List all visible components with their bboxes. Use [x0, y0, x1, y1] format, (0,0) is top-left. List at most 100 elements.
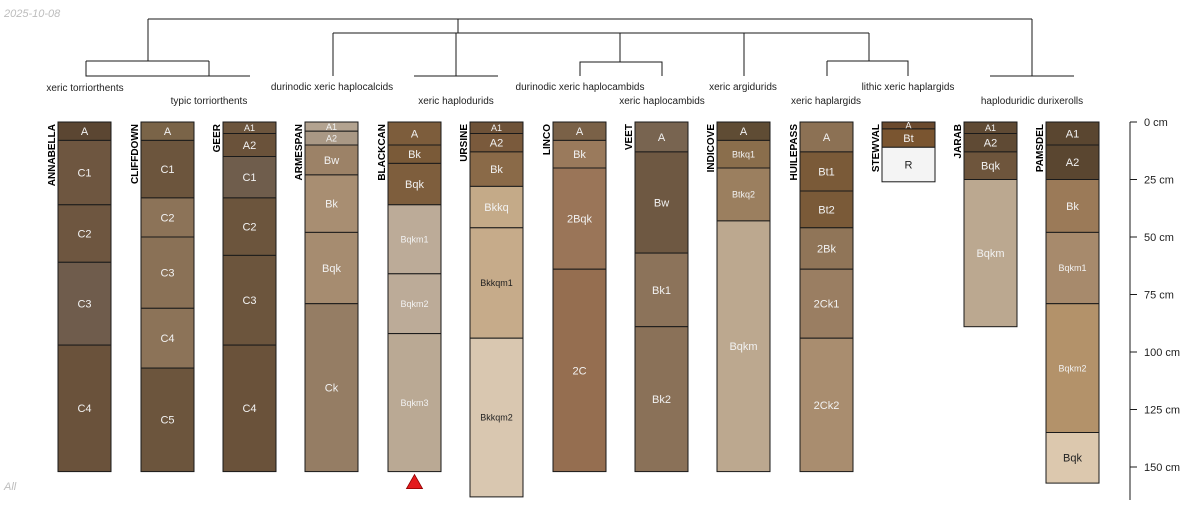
horizon-label: A — [411, 128, 419, 140]
horizon-label: A — [576, 126, 584, 138]
horizon-block — [387, 204, 442, 275]
horizon-label: A1 — [326, 122, 337, 132]
profile-name: ARMESPAN — [294, 124, 305, 180]
depth-axis-label: 50 cm — [1144, 232, 1174, 244]
horizon-block — [57, 344, 112, 473]
horizon-label: Bqk — [981, 161, 1000, 173]
horizon-block — [963, 151, 1018, 180]
taxon-label: xeric torriorthents — [46, 83, 123, 94]
dendrogram-branch — [333, 19, 869, 34]
horizon-label: A2 — [1066, 157, 1079, 169]
horizon-label: Bqkm1 — [1058, 263, 1086, 273]
horizon-label: A — [658, 132, 666, 144]
horizon-label: A — [81, 126, 89, 138]
horizon-label: Bkkqm1 — [480, 278, 513, 288]
horizon-label: Bw — [324, 155, 339, 167]
horizon-block — [304, 144, 359, 176]
horizon-label: Bqk — [405, 179, 424, 191]
profile-name: PAMSDEL — [1035, 124, 1046, 172]
horizon-label: Bkkqm2 — [480, 413, 513, 423]
horizon-block — [387, 333, 442, 473]
horizon-label: Bqk — [1063, 453, 1082, 465]
taxon-label: xeric haplocambids — [619, 96, 705, 107]
horizon-block — [1045, 144, 1100, 180]
horizon-label: A1 — [491, 123, 502, 133]
horizon-label: C1 — [77, 167, 91, 179]
depth-axis-label: 75 cm — [1144, 290, 1174, 302]
profile-name: GEER — [212, 123, 223, 152]
horizon-label: Bqkm — [729, 341, 757, 353]
dendrogram-branch — [414, 33, 498, 77]
horizon-block — [140, 307, 195, 369]
horizon-label: 2C — [572, 365, 586, 377]
horizon-label: C2 — [160, 212, 174, 224]
horizon-label: C2 — [77, 228, 91, 240]
horizon-label: 2Bk — [817, 243, 836, 255]
horizon-label: A — [905, 121, 911, 131]
horizon-block — [304, 303, 359, 473]
horizon-block — [634, 121, 689, 153]
horizon-label: C3 — [160, 268, 174, 280]
horizon-label: Bk1 — [652, 285, 671, 297]
footer-label: All — [4, 481, 17, 493]
profile-name: URSINE — [459, 124, 470, 162]
horizon-label: Bt — [903, 133, 913, 145]
horizon-label: R — [905, 159, 913, 171]
horizon-label: Bk — [325, 199, 338, 211]
horizon-block — [799, 268, 854, 339]
horizon-label: Ck — [325, 383, 339, 395]
profile-name: ANNABELLA — [47, 124, 58, 186]
horizon-label: A2 — [984, 138, 997, 150]
horizon-block — [799, 227, 854, 270]
horizon-block — [222, 156, 277, 199]
horizon-block — [716, 220, 771, 473]
dendrogram-branch — [579, 33, 663, 76]
dendrogram-branch — [86, 19, 209, 62]
horizon-label: Btkq1 — [732, 149, 755, 159]
profile-name: LINCO — [542, 124, 553, 155]
horizon-block — [304, 174, 359, 233]
profile-name: STEWVAL — [871, 124, 882, 172]
horizon-label: C3 — [242, 295, 256, 307]
horizon-label: Bw — [654, 197, 669, 209]
taxon-label: xeric argidurids — [709, 82, 777, 93]
horizon-label: A1 — [985, 123, 996, 133]
horizon-block — [140, 197, 195, 238]
dendrogram-branch — [868, 33, 870, 61]
dendrogram-branch — [85, 61, 210, 77]
horizon-block — [140, 236, 195, 309]
depth-axis-label: 0 cm — [1144, 117, 1168, 129]
horizon-label: C4 — [77, 403, 91, 415]
horizon-label: C4 — [160, 333, 174, 345]
depth-axis-label: 100 cm — [1144, 347, 1180, 359]
horizon-block — [140, 367, 195, 473]
horizon-label: Bk — [573, 149, 586, 161]
horizon-block — [799, 337, 854, 473]
horizon-label: Btkq2 — [732, 190, 755, 200]
dendrogram-branch — [826, 60, 909, 76]
horizon-block — [57, 204, 112, 263]
date-label: 2025-10-08 — [4, 8, 61, 20]
horizon-label: 2Ck2 — [814, 400, 840, 412]
horizon-label: A2 — [243, 140, 256, 152]
horizon-block — [552, 139, 607, 169]
profile-name: HUILEPASS — [789, 124, 800, 181]
taxon-label: xeric haplargids — [791, 96, 861, 107]
profile-name: CLIFFDOWN — [130, 124, 141, 184]
horizon-block — [552, 268, 607, 473]
horizon-block — [1045, 303, 1100, 434]
horizon-label: A — [740, 126, 748, 138]
horizon-label: Bk2 — [652, 394, 671, 406]
taxon-label: xeric haplodurids — [418, 96, 494, 107]
horizon-label: Bqkm2 — [400, 299, 428, 309]
horizon-label: C2 — [242, 222, 256, 234]
horizon-block — [469, 227, 524, 339]
horizon-label: Bt1 — [818, 166, 835, 178]
horizon-label: C1 — [160, 164, 174, 176]
horizon-label: C4 — [242, 403, 256, 415]
horizon-label: 2Bqk — [567, 213, 593, 225]
horizon-block — [469, 337, 524, 498]
profile-name: VEET — [624, 124, 635, 150]
horizon-label: A1 — [244, 123, 255, 133]
